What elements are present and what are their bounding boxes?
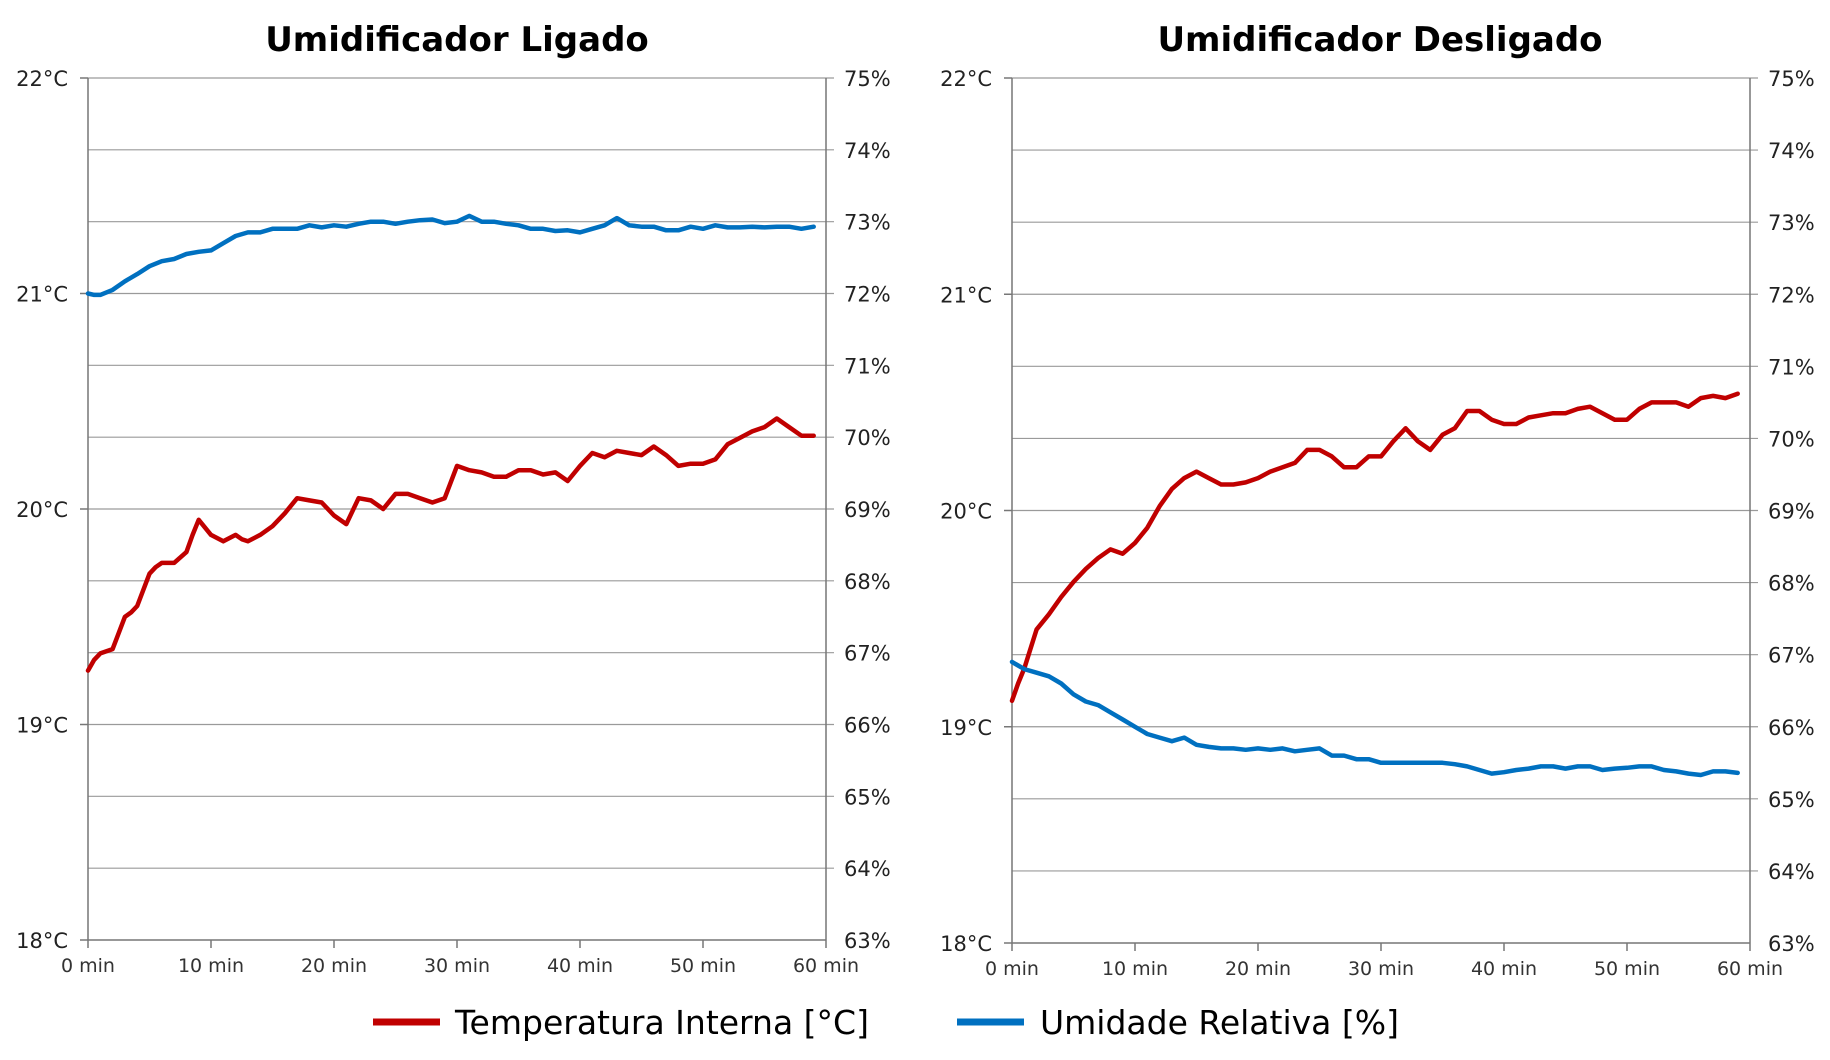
x-tick-label: 60 min: [793, 955, 859, 977]
y-right-tick-label: 73%: [1768, 211, 1815, 235]
x-axis-labels: 0 min 10 min 20 min 30 min 40 min 50 min 60 mi…: [985, 958, 1783, 980]
gridlines: [1004, 77, 1758, 951]
legend-label-humidity: Umidade Relativa [%]: [1040, 1003, 1399, 1042]
y-right-tick-label: 68%: [1768, 572, 1815, 596]
x-tick-label: 10 min: [1102, 958, 1168, 980]
x-tick-label: 60 min: [1717, 958, 1783, 980]
y-left-tick-label: 20°C: [16, 498, 68, 522]
y-right-tick-label: 71%: [1768, 355, 1815, 379]
legend-label-temperature: Temperatura Interna [°C]: [454, 1003, 869, 1042]
x-tick-label: 30 min: [424, 955, 490, 977]
y-right-tick-label: 69%: [1768, 500, 1815, 524]
y-axis-left-labels: 22°C 21°C 20°C 19°C 18°C: [940, 67, 992, 956]
y-right-tick-label: 66%: [1768, 716, 1815, 740]
x-tick-label: 50 min: [670, 955, 736, 977]
y-left-tick-label: 18°C: [940, 932, 992, 956]
y-axis-right-labels: 75% 74% 73% 72% 71% 70% 69% 68% 67% 66% 65% 64% 63%: [844, 67, 891, 953]
series-line-temperature: [1009, 391, 1740, 704]
y-right-tick-label: 65%: [844, 785, 891, 809]
series-group: [1009, 391, 1740, 778]
y-right-tick-label: 71%: [844, 354, 891, 378]
y-axis-right-labels: 75% 74% 73% 72% 71% 70% 69% 68% 67% 66% 65% 64% 63%: [1768, 67, 1815, 956]
y-left-tick-label: 22°C: [16, 67, 68, 91]
y-right-tick-label: 75%: [1768, 67, 1815, 91]
legend: Temperatura Interna [°C] Umidade Relativ…: [373, 1003, 1399, 1042]
y-left-tick-label: 19°C: [940, 716, 992, 740]
y-right-tick-label: 67%: [1768, 644, 1815, 668]
y-right-tick-label: 70%: [1768, 427, 1815, 451]
x-axis-labels: 0 min 10 min 20 min 30 min 40 min 50 min 60 mi…: [61, 955, 859, 977]
chart-title: Umidificador Ligado: [265, 20, 649, 60]
y-left-tick-label: 21°C: [16, 283, 68, 307]
y-right-tick-label: 72%: [1768, 283, 1815, 307]
x-tick-label: 20 min: [301, 955, 367, 977]
y-axis-left-labels: 22°C 21°C 20°C 19°C 18°C: [16, 67, 68, 953]
x-tick-label: 40 min: [1471, 958, 1537, 980]
chart-title: Umidificador Desligado: [1157, 20, 1602, 60]
y-right-tick-label: 65%: [1768, 788, 1815, 812]
y-left-tick-label: 22°C: [940, 67, 992, 91]
y-right-tick-label: 63%: [1768, 932, 1815, 956]
x-tick-label: 0 min: [985, 958, 1039, 980]
y-left-tick-label: 19°C: [16, 714, 68, 738]
y-left-tick-label: 21°C: [940, 283, 992, 307]
y-right-tick-label: 74%: [1768, 139, 1815, 163]
gridlines: [80, 77, 834, 948]
y-right-tick-label: 68%: [844, 570, 891, 594]
y-right-tick-label: 66%: [844, 714, 891, 738]
series-line-humidity: [85, 213, 816, 298]
y-right-tick-label: 75%: [844, 67, 891, 91]
y-right-tick-label: 67%: [844, 642, 891, 666]
x-tick-label: 0 min: [61, 955, 115, 977]
y-right-tick-label: 64%: [844, 857, 891, 881]
x-tick-label: 10 min: [178, 955, 244, 977]
series-line-humidity: [1009, 659, 1740, 778]
x-tick-label: 40 min: [547, 955, 613, 977]
y-left-tick-label: 18°C: [16, 929, 68, 953]
series-line-temperature: [85, 416, 816, 673]
y-right-tick-label: 72%: [844, 283, 891, 307]
x-tick-label: 30 min: [1348, 958, 1414, 980]
y-right-tick-label: 70%: [844, 426, 891, 450]
chart-umidificador-desligado: Umidificador Desligado 22°C 21°C 20°C 19°C 1…: [940, 20, 1815, 980]
y-right-tick-label: 63%: [844, 929, 891, 953]
y-left-tick-label: 20°C: [940, 500, 992, 524]
series-group: [85, 213, 816, 673]
chart-umidificador-ligado: Umidificador Ligado 22°C 21°C 20°C 19°C 18°C…: [16, 20, 891, 977]
y-right-tick-label: 73%: [844, 211, 891, 235]
x-tick-label: 50 min: [1594, 958, 1660, 980]
y-right-tick-label: 74%: [844, 139, 891, 163]
x-tick-label: 20 min: [1225, 958, 1291, 980]
y-right-tick-label: 64%: [1768, 860, 1815, 884]
y-right-tick-label: 69%: [844, 498, 891, 522]
